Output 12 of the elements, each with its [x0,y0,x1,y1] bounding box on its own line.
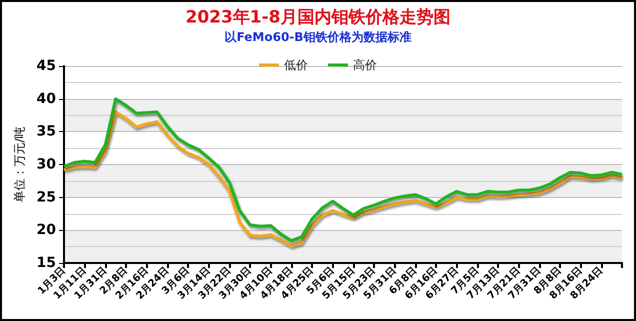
chart-title: 2023年1-8月国内钼铁价格走势图 [185,8,451,28]
y-tick-label: 20 [36,222,56,238]
y-tick-label: 40 [36,90,56,107]
y-tick-label: 45 [36,58,56,74]
legend-label: 低价 [284,58,308,72]
y-tick-label: 15 [36,255,56,271]
y-tick-label: 30 [36,156,56,172]
y-tick-label: 25 [36,189,56,206]
y-tick-label: 35 [36,124,56,140]
chart-subtitle: 以FeMo60-B钼铁价格为数据标准 [224,30,412,44]
y-axis-title: 单位：万元/吨 [12,126,27,203]
legend-label: 高价 [353,58,377,72]
